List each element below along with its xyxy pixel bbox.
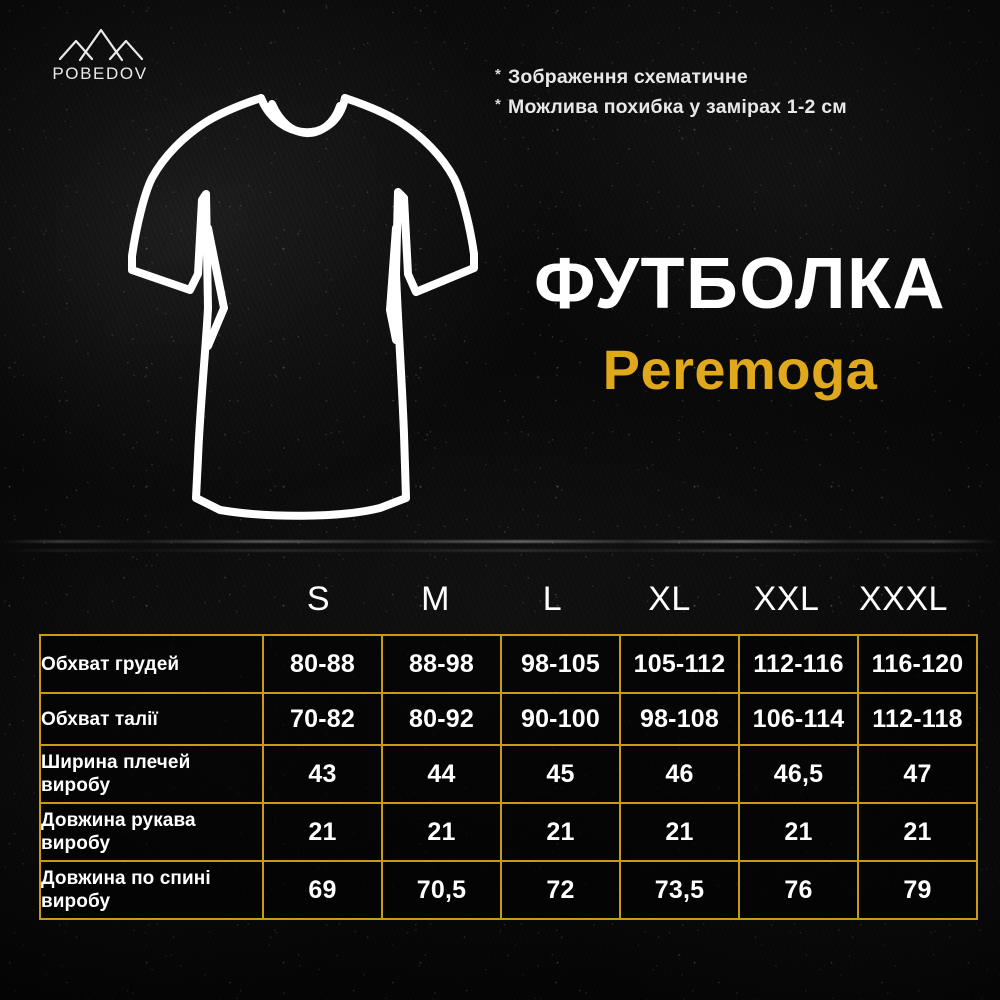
row-label: Ширина плечей виробу — [39, 744, 264, 804]
cell-xxl: 46,5 — [738, 744, 859, 804]
notes-block: * Зображення схематичне * Можлива похибк… — [495, 62, 965, 122]
size-header-l: L — [542, 579, 563, 618]
cell-m: 70,5 — [381, 860, 502, 920]
page-title: ФУТБОЛКА — [534, 244, 946, 324]
cell-m: 80-92 — [381, 692, 502, 746]
cell-m: 21 — [381, 802, 502, 862]
size-header-row: S M L XL XXL XXXL — [39, 570, 962, 628]
brand-logo: POBEDOV — [38, 24, 163, 86]
cell-l: 72 — [500, 860, 621, 920]
size-header-xxl: XXL — [753, 579, 820, 618]
cell-s: 70-82 — [262, 692, 383, 746]
cell-xl: 46 — [619, 744, 740, 804]
cell-xxxl: 47 — [857, 744, 978, 804]
row-label: Довжина по спині виробу — [39, 860, 264, 920]
table-row: Довжина по спині виробу 69 70,5 72 73,5 … — [39, 860, 978, 920]
note-item: * Можлива похибка у замірах 1-2 см — [495, 92, 965, 122]
title-block: ФУТБОЛКА Peremoga — [510, 246, 970, 400]
table-row: Обхват талії 70-82 80-92 90-100 98-108 1… — [39, 692, 978, 746]
cell-s: 80-88 — [262, 634, 383, 694]
note-text: Зображення схематичне — [508, 66, 748, 88]
mountain-peaks-icon — [58, 28, 144, 62]
cell-s: 21 — [262, 802, 383, 862]
size-header-xxxl: XXXL — [859, 579, 948, 618]
product-subtitle: Peremoga — [602, 338, 878, 401]
cell-xl: 105-112 — [619, 634, 740, 694]
cell-xxl: 106-114 — [738, 692, 859, 746]
size-header-m: M — [421, 579, 450, 618]
row-label: Довжина рукава виробу — [39, 802, 264, 862]
cell-s: 69 — [262, 860, 383, 920]
cell-l: 98-105 — [500, 634, 621, 694]
cell-xxxl: 79 — [857, 860, 978, 920]
table-row: Довжина рукава виробу 21 21 21 21 21 21 — [39, 802, 978, 862]
cell-xl: 98-108 — [619, 692, 740, 746]
cell-l: 90-100 — [500, 692, 621, 746]
cell-m: 88-98 — [381, 634, 502, 694]
size-header-xl: XL — [648, 579, 691, 618]
cell-xxl: 112-116 — [738, 634, 859, 694]
cell-m: 44 — [381, 744, 502, 804]
note-bullet-icon: * — [495, 96, 502, 113]
cell-xxxl: 116-120 — [857, 634, 978, 694]
tshirt-outline-icon — [128, 94, 478, 520]
cell-xxl: 76 — [738, 860, 859, 920]
size-header-s: S — [306, 579, 331, 618]
measurements-table: Обхват грудей 80-88 88-98 98-105 105-112… — [39, 634, 978, 920]
cell-xxxl: 112-118 — [857, 692, 978, 746]
row-label: Обхват грудей — [39, 634, 264, 694]
cell-xxxl: 21 — [857, 802, 978, 862]
note-text: Можлива похибка у замірах 1-2 см — [508, 96, 847, 118]
brand-logo-text: POBEDOV — [52, 64, 147, 83]
cell-l: 45 — [500, 744, 621, 804]
table-row: Обхват грудей 80-88 88-98 98-105 105-112… — [39, 634, 978, 694]
cell-xl: 21 — [619, 802, 740, 862]
note-bullet-icon: * — [495, 66, 502, 83]
cell-xxl: 21 — [738, 802, 859, 862]
tshirt-illustration — [128, 78, 508, 533]
cell-s: 43 — [262, 744, 383, 804]
row-label: Обхват талії — [39, 692, 264, 746]
cell-xl: 73,5 — [619, 860, 740, 920]
cell-l: 21 — [500, 802, 621, 862]
table-row: Ширина плечей виробу 43 44 45 46 46,5 47 — [39, 744, 978, 804]
note-item: * Зображення схематичне — [495, 62, 965, 92]
